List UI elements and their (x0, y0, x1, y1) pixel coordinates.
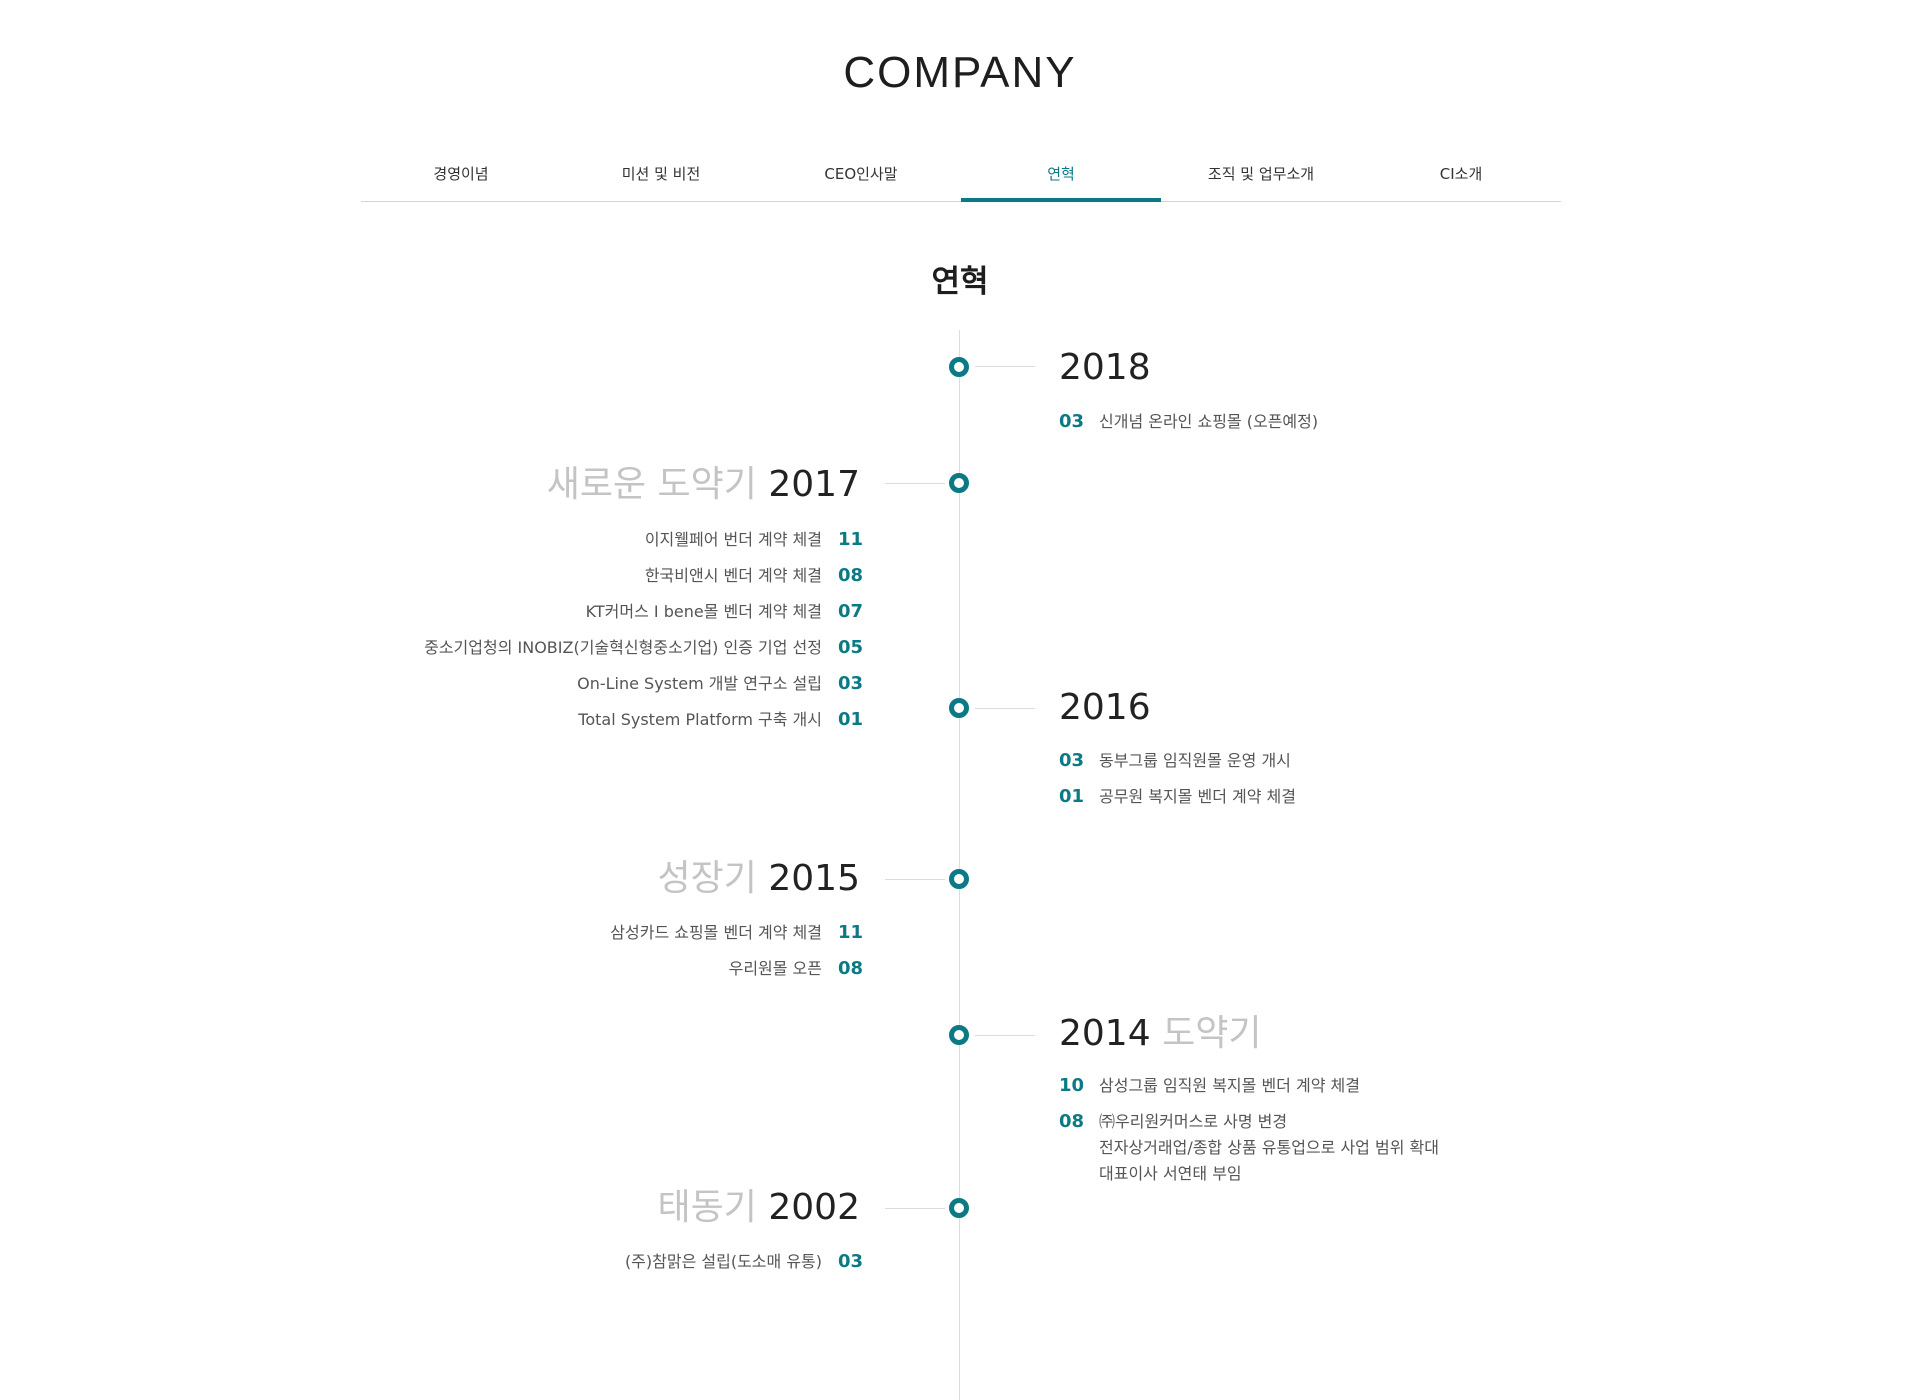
event-month: 05 (838, 637, 864, 658)
year-heading-2014: 2014 도약기 (1059, 1012, 1261, 1056)
list-item: 10 삼성그룹 임직원 복지몰 벤더 계약 체결 (1059, 1073, 1439, 1099)
list-item: 삼성카드 쇼핑몰 벤더 계약 체결 11 (610, 920, 864, 946)
list-item: 01 공무원 복지몰 벤더 계약 체결 (1059, 784, 1296, 810)
list-item: 03 신개념 온라인 쇼핑몰 (오픈예정) (1059, 409, 1318, 435)
event-month: 10 (1059, 1075, 1085, 1096)
list-item: KT커머스 I bene몰 벤더 계약 체결 07 (424, 599, 864, 625)
year-number: 2014 (1059, 1013, 1151, 1054)
timeline-dot-2016 (949, 698, 969, 718)
year-number: 2002 (768, 1187, 860, 1228)
event-month: 03 (838, 1251, 864, 1272)
timeline-connector (885, 1208, 945, 1209)
tab-organization[interactable]: 조직 및 업무소개 (1207, 165, 1315, 183)
event-list-2014: 10 삼성그룹 임직원 복지몰 벤더 계약 체결 08 ㈜우리원커머스로 사명 변경… (1059, 1073, 1439, 1197)
event-text: On-Line System 개발 연구소 설립 (577, 674, 822, 693)
year-number: 2016 (1059, 687, 1151, 728)
event-month: 01 (838, 709, 864, 730)
event-text: ㈜우리원커머스로 사명 변경 전자상거래업/종합 상품 유통업으로 사업 범위 … (1099, 1112, 1439, 1183)
list-item: 우리원몰 오픈 08 (610, 956, 864, 982)
event-month: 08 (838, 565, 864, 586)
timeline-connector (975, 366, 1035, 367)
page-title: COMPANY (843, 48, 1077, 97)
year-heading-2018: 2018 (1059, 346, 1151, 390)
event-month: 08 (1059, 1111, 1085, 1132)
era-label: 태동기 (657, 1187, 757, 1228)
year-heading-2016: 2016 (1059, 686, 1151, 730)
timeline-dot-2018 (949, 357, 969, 377)
event-text: 삼성카드 쇼핑몰 벤더 계약 체결 (610, 923, 822, 942)
sub-navigation-tabs: 경영이념 미션 및 비전 CEO인사말 연혁 조직 및 업무소개 CI소개 (361, 152, 1561, 202)
year-number: 2015 (768, 858, 860, 899)
year-heading-2017: 새로운 도약기 2017 (547, 463, 860, 507)
event-text: KT커머스 I bene몰 벤더 계약 체결 (585, 602, 822, 621)
timeline-connector (975, 1035, 1035, 1036)
year-number: 2018 (1059, 347, 1151, 388)
event-text: 삼성그룹 임직원 복지몰 벤더 계약 체결 (1099, 1076, 1360, 1095)
year-heading-2015: 성장기 2015 (658, 857, 860, 901)
tab-ceo-greeting[interactable]: CEO인사말 (824, 165, 898, 183)
event-text: 동부그룹 임직원몰 운영 개시 (1099, 751, 1291, 770)
event-list-2016: 03 동부그룹 임직원몰 운영 개시 01 공무원 복지몰 벤더 계약 체결 (1059, 748, 1296, 820)
event-month: 07 (838, 601, 864, 622)
event-month: 11 (838, 922, 864, 943)
list-item: Total System Platform 구축 개시 01 (424, 707, 864, 733)
section-title: 연혁 (931, 264, 989, 300)
timeline-dot-2002 (949, 1198, 969, 1218)
list-item: 한국비앤시 벤더 계약 체결 08 (424, 563, 864, 589)
event-month: 03 (1059, 750, 1085, 771)
event-text: (주)참맑은 설립(도소매 유통) (624, 1252, 822, 1271)
era-label: 새로운 도약기 (546, 464, 757, 505)
list-item: 08 ㈜우리원커머스로 사명 변경 전자상거래업/종합 상품 유통업으로 사업 범… (1059, 1109, 1439, 1187)
tab-ci[interactable]: CI소개 (1439, 165, 1483, 183)
list-item: 중소기업청의 INOBIZ(기술혁신형중소기업) 인증 기업 선정 05 (424, 635, 864, 661)
event-text: 중소기업청의 INOBIZ(기술혁신형중소기업) 인증 기업 선정 (424, 638, 822, 657)
tab-management-philosophy[interactable]: 경영이념 (433, 165, 489, 183)
timeline-dot-2017 (949, 473, 969, 493)
event-list-2017: 이지웰페어 번더 계약 체결 11 한국비앤시 벤더 계약 체결 08 KT커머스 … (424, 527, 864, 743)
timeline-dot-2014 (949, 1025, 969, 1045)
event-text: Total System Platform 구축 개시 (578, 710, 822, 729)
list-item: 03 동부그룹 임직원몰 운영 개시 (1059, 748, 1296, 774)
event-month: 11 (838, 529, 864, 550)
timeline-connector (975, 708, 1035, 709)
timeline-connector (885, 879, 945, 880)
event-month: 08 (838, 958, 864, 979)
tab-history[interactable]: 연혁 (961, 152, 1161, 202)
timeline-connector (885, 483, 945, 484)
event-text: 우리원몰 오픈 (728, 959, 822, 978)
event-text: 한국비앤시 벤더 계약 체결 (644, 566, 822, 585)
event-text: 이지웰페어 번더 계약 체결 (644, 530, 822, 549)
list-item: 이지웰페어 번더 계약 체결 11 (424, 527, 864, 553)
timeline-axis (959, 330, 960, 1400)
event-list-2018: 03 신개념 온라인 쇼핑몰 (오픈예정) (1059, 409, 1318, 445)
era-label: 성장기 (657, 858, 757, 899)
list-item: (주)참맑은 설립(도소매 유통) 03 (624, 1249, 864, 1275)
event-text: 신개념 온라인 쇼핑몰 (오픈예정) (1099, 412, 1319, 431)
timeline-dot-2015 (949, 869, 969, 889)
event-list-2002: (주)참맑은 설립(도소매 유통) 03 (624, 1249, 864, 1285)
event-list-2015: 삼성카드 쇼핑몰 벤더 계약 체결 11 우리원몰 오픈 08 (610, 920, 864, 992)
event-text: 공무원 복지몰 벤더 계약 체결 (1099, 787, 1296, 806)
year-number: 2017 (768, 464, 860, 505)
era-label: 도약기 (1162, 1013, 1262, 1054)
tab-mission-vision[interactable]: 미션 및 비전 (621, 165, 701, 183)
event-month: 01 (1059, 786, 1085, 807)
event-month: 03 (838, 673, 864, 694)
year-heading-2002: 태동기 2002 (658, 1186, 860, 1230)
list-item: On-Line System 개발 연구소 설립 03 (424, 671, 864, 697)
event-month: 03 (1059, 411, 1085, 432)
